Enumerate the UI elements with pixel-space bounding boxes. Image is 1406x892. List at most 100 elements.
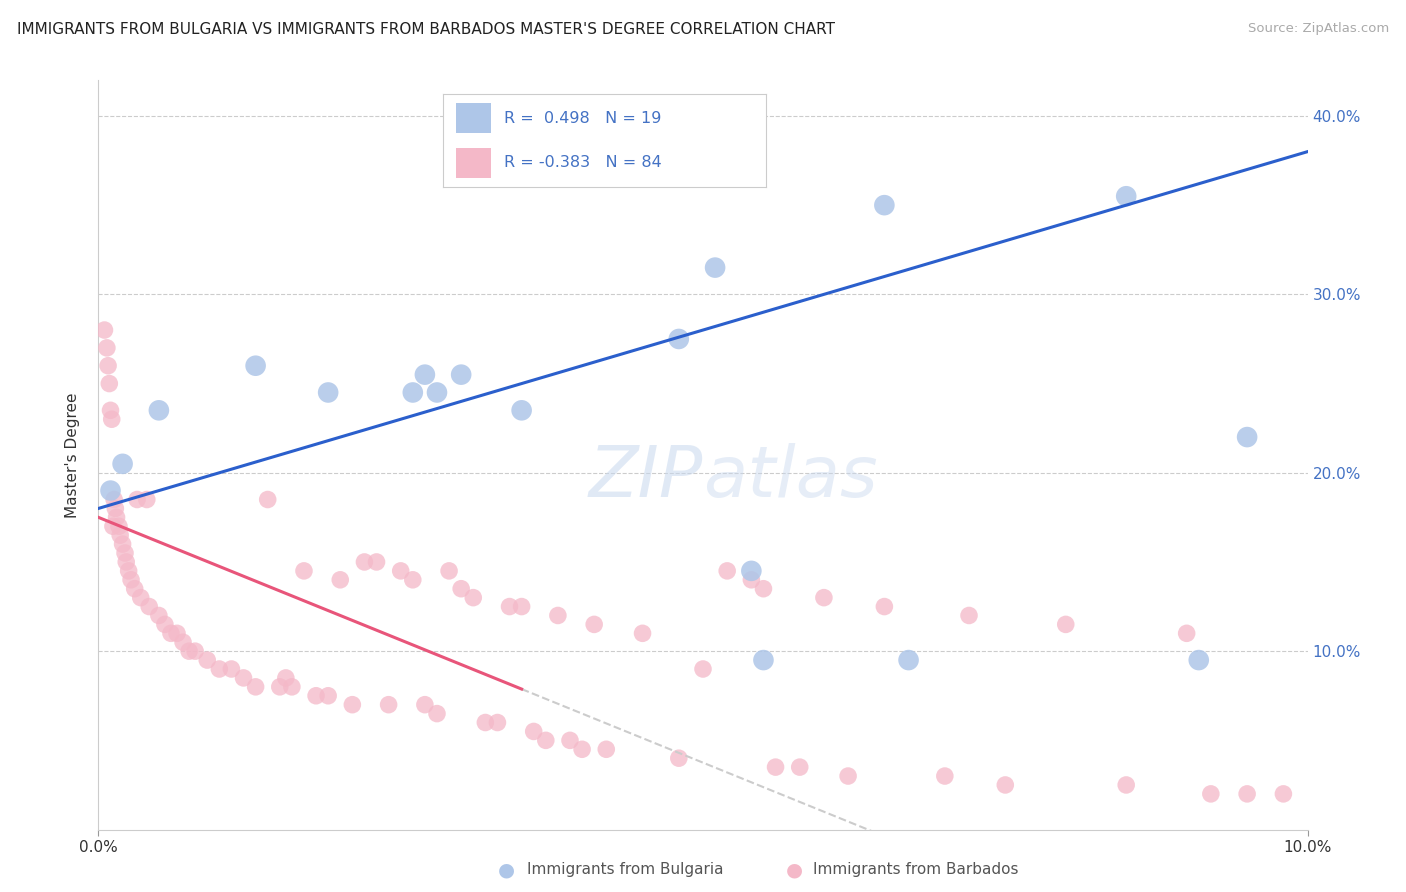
Point bbox=[837, 769, 859, 783]
Text: ●: ● bbox=[498, 860, 515, 880]
Text: ●: ● bbox=[786, 860, 803, 880]
Point bbox=[316, 689, 339, 703]
Point bbox=[765, 760, 787, 774]
Point bbox=[138, 599, 160, 614]
Point bbox=[245, 359, 267, 373]
Point bbox=[547, 608, 569, 623]
Point bbox=[692, 662, 714, 676]
Point bbox=[97, 359, 120, 373]
Point bbox=[105, 510, 128, 524]
Text: atlas: atlas bbox=[703, 443, 877, 512]
Point bbox=[498, 599, 520, 614]
Point bbox=[450, 582, 472, 596]
Point bbox=[789, 760, 811, 774]
FancyBboxPatch shape bbox=[456, 148, 492, 178]
Point bbox=[437, 564, 460, 578]
Point bbox=[752, 582, 775, 596]
Point bbox=[124, 582, 146, 596]
Y-axis label: Master's Degree: Master's Degree bbox=[65, 392, 80, 517]
Point bbox=[108, 519, 131, 533]
Point bbox=[631, 626, 654, 640]
Point bbox=[1054, 617, 1077, 632]
Text: Immigrants from Barbados: Immigrants from Barbados bbox=[813, 863, 1018, 877]
Point bbox=[1175, 626, 1198, 640]
Point bbox=[813, 591, 835, 605]
Point bbox=[426, 385, 449, 400]
Point bbox=[221, 662, 243, 676]
Text: R =  0.498   N = 19: R = 0.498 N = 19 bbox=[505, 111, 662, 126]
Point bbox=[873, 198, 896, 212]
Point bbox=[118, 564, 141, 578]
Text: R = -0.383   N = 84: R = -0.383 N = 84 bbox=[505, 155, 662, 170]
Point bbox=[571, 742, 593, 756]
Point bbox=[111, 537, 134, 551]
Point bbox=[127, 492, 149, 507]
Point bbox=[160, 626, 183, 640]
Point bbox=[740, 564, 762, 578]
Point bbox=[716, 564, 738, 578]
Point bbox=[269, 680, 291, 694]
Point bbox=[486, 715, 509, 730]
Point bbox=[93, 323, 115, 337]
Point bbox=[153, 617, 176, 632]
Point bbox=[135, 492, 157, 507]
Text: Source: ZipAtlas.com: Source: ZipAtlas.com bbox=[1249, 22, 1389, 36]
Point bbox=[510, 403, 533, 417]
Point bbox=[108, 528, 131, 542]
Point bbox=[1115, 189, 1137, 203]
Point bbox=[366, 555, 388, 569]
Point bbox=[129, 591, 152, 605]
Point bbox=[115, 555, 138, 569]
Point bbox=[957, 608, 980, 623]
Point bbox=[1199, 787, 1222, 801]
Point bbox=[101, 519, 124, 533]
Point bbox=[934, 769, 956, 783]
Point bbox=[98, 376, 121, 391]
Point bbox=[305, 689, 328, 703]
Point bbox=[1188, 653, 1211, 667]
Point bbox=[232, 671, 254, 685]
Point bbox=[184, 644, 207, 658]
Point bbox=[342, 698, 364, 712]
Point bbox=[873, 599, 896, 614]
Point bbox=[704, 260, 727, 275]
Point bbox=[274, 671, 297, 685]
Point bbox=[595, 742, 617, 756]
Point bbox=[208, 662, 231, 676]
Point bbox=[1115, 778, 1137, 792]
Point bbox=[558, 733, 581, 747]
Point bbox=[413, 368, 436, 382]
Point bbox=[510, 599, 533, 614]
Point bbox=[179, 644, 201, 658]
Point bbox=[195, 653, 218, 667]
Point bbox=[402, 573, 425, 587]
Point bbox=[897, 653, 920, 667]
Text: IMMIGRANTS FROM BULGARIA VS IMMIGRANTS FROM BARBADOS MASTER'S DEGREE CORRELATION: IMMIGRANTS FROM BULGARIA VS IMMIGRANTS F… bbox=[17, 22, 835, 37]
Point bbox=[100, 412, 122, 426]
Text: ZIP: ZIP bbox=[589, 443, 703, 512]
Point bbox=[148, 403, 170, 417]
Point bbox=[534, 733, 557, 747]
Point bbox=[100, 483, 122, 498]
Point bbox=[450, 368, 472, 382]
Point bbox=[96, 341, 118, 355]
Point bbox=[114, 546, 136, 560]
Point bbox=[752, 653, 775, 667]
Point bbox=[668, 332, 690, 346]
Point bbox=[329, 573, 352, 587]
Point bbox=[104, 501, 127, 516]
Point bbox=[256, 492, 278, 507]
Point bbox=[166, 626, 188, 640]
Point bbox=[583, 617, 606, 632]
Point bbox=[353, 555, 375, 569]
Text: Immigrants from Bulgaria: Immigrants from Bulgaria bbox=[527, 863, 724, 877]
Point bbox=[523, 724, 546, 739]
FancyBboxPatch shape bbox=[456, 103, 492, 133]
Point bbox=[1236, 430, 1258, 444]
Point bbox=[426, 706, 449, 721]
Point bbox=[103, 492, 125, 507]
Point bbox=[148, 608, 170, 623]
Point bbox=[740, 573, 762, 587]
Point bbox=[1272, 787, 1295, 801]
Point bbox=[389, 564, 412, 578]
